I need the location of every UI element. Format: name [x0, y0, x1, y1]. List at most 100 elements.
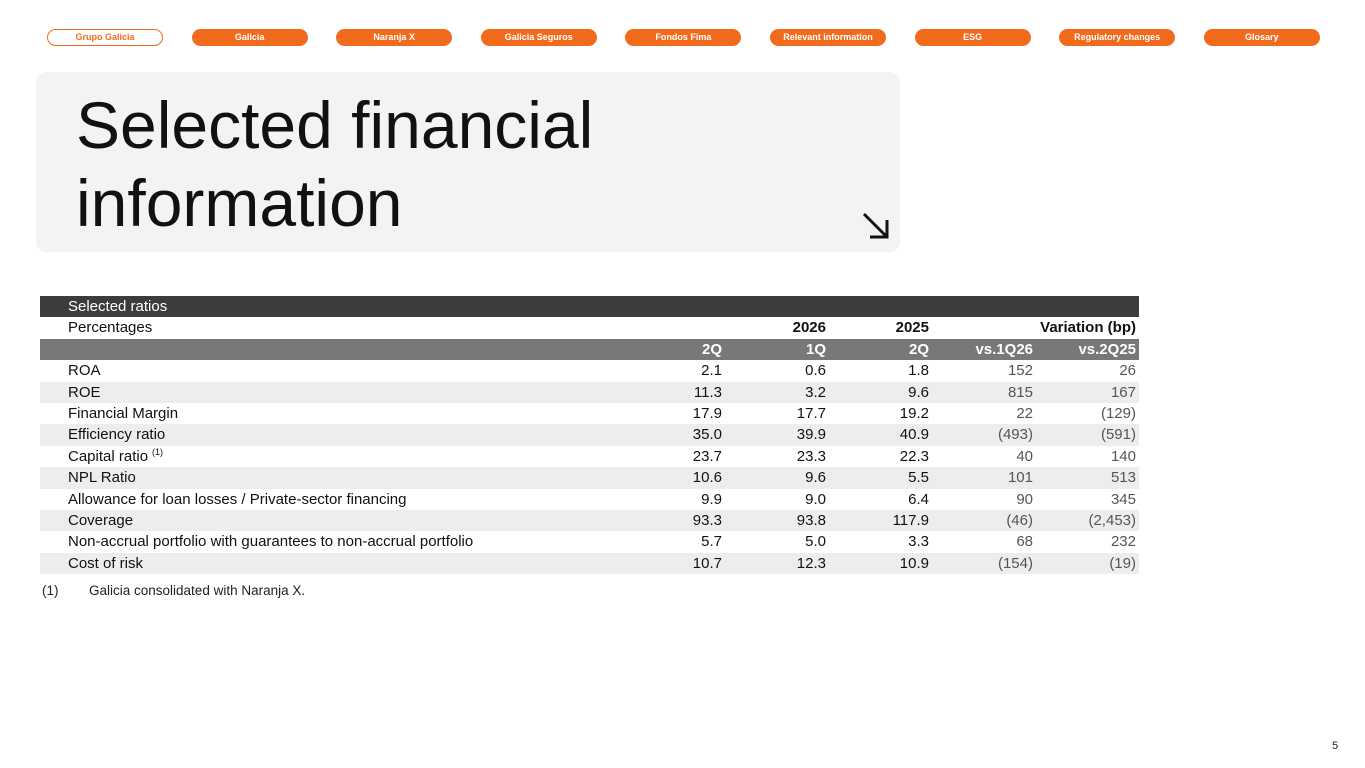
variation-header: Variation (bp): [1040, 319, 1136, 337]
table-value: 10.9: [899, 554, 929, 572]
table-value: 19.2: [899, 405, 929, 422]
column-header: vs.2Q25: [1078, 340, 1136, 358]
row-label: NPL Ratio: [68, 469, 136, 487]
table-value: 5.0: [805, 533, 826, 551]
row-label: Capital ratio (1): [68, 446, 164, 465]
table-value: 17.9: [692, 405, 722, 422]
table-row: Coverage 93.3 93.8 117.9 (46) (2,453): [40, 510, 1139, 532]
table-value: 6.4: [908, 490, 929, 508]
column-header: 2Q: [701, 340, 722, 358]
table-value: 40: [1016, 447, 1033, 465]
row-label: ROA: [68, 362, 101, 380]
table-value: 345: [1110, 490, 1136, 508]
table-value: 22: [1016, 405, 1033, 422]
table-value: 9.6: [805, 469, 826, 487]
table-value: 90: [1016, 490, 1033, 508]
table-value: 93.3: [692, 512, 722, 529]
table-value: 11.3: [693, 383, 722, 401]
table-title-row: Selected ratios: [40, 296, 1139, 318]
table-value: 10.7: [692, 554, 722, 572]
year-header: 2026: [792, 319, 826, 337]
table-title: Selected ratios: [68, 298, 168, 315]
table-value: 35.0: [692, 426, 722, 444]
table-value: 513: [1110, 469, 1136, 487]
column-header-row: 2Q 1Q 2Q vs.1Q26 vs.2Q25: [40, 338, 1139, 361]
row-label: ROE: [68, 383, 101, 401]
table-value: 815: [1007, 383, 1033, 401]
table-value: 93.8: [796, 512, 826, 529]
nav-tab[interactable]: Galicia Seguros: [480, 29, 597, 46]
table-row: NPL Ratio 10.6 9.6 5.5 101 513: [40, 467, 1139, 489]
page-number: 5: [1332, 740, 1339, 752]
table-value: 2.1: [701, 362, 722, 380]
table-value: (129): [1100, 405, 1136, 422]
table-value: 3.3: [908, 533, 929, 551]
row-label: Cost of risk: [68, 554, 144, 572]
row-note: (1): [152, 446, 164, 457]
table-value: (591): [1100, 426, 1136, 444]
table-value: 22.3: [899, 447, 929, 465]
column-header: 2Q: [908, 340, 929, 358]
column-header: 1Q: [805, 340, 826, 358]
nav-tab[interactable]: Glosary: [1203, 29, 1320, 46]
arrow-icon: [862, 212, 889, 239]
table-value: (19): [1109, 554, 1136, 572]
table-value: 0.6: [805, 362, 826, 380]
nav-tab[interactable]: Relevant information: [770, 29, 886, 46]
table-row: Allowance for loan losses / Private-sect…: [40, 489, 1139, 510]
table-value: 9.6: [908, 383, 929, 401]
row-label: Financial Margin: [68, 405, 179, 422]
nav-tab[interactable]: Naranja X: [336, 29, 453, 46]
row-label: Allowance for loan losses / Private-sect…: [68, 490, 407, 508]
table-row: ROE 11.3 3.2 9.6 815 167: [40, 381, 1139, 403]
table-value: 23.3: [796, 447, 826, 465]
table-value: 5.7: [701, 533, 722, 551]
footnote-text: Galicia consolidated with Naranja X.: [89, 583, 306, 598]
table-value: (154): [997, 554, 1033, 572]
nav-tab[interactable]: Grupo Galicia: [47, 29, 163, 46]
table-value: 140: [1110, 447, 1136, 465]
row-label: Coverage: [68, 512, 134, 529]
table-value: (46): [1006, 512, 1033, 529]
table-row: Efficiency ratio 35.0 39.9 40.9 (493) (591): [40, 424, 1139, 446]
unit-label: Percentages: [68, 319, 153, 337]
table-value: 39.9: [796, 426, 826, 444]
footnote-marker: (1): [42, 583, 59, 598]
table-value: 1.8: [908, 362, 929, 380]
table-row: Financial Margin 17.9 17.7 19.2 22 (129): [40, 403, 1139, 424]
title: Selected financial information: [76, 86, 593, 242]
title-line: Selected financial: [76, 88, 594, 162]
year-header: 2025: [895, 319, 929, 337]
table-value: 26: [1119, 362, 1136, 380]
row-label: Efficiency ratio: [68, 426, 166, 444]
title-box: Selected financial information: [36, 72, 900, 252]
nav-tab[interactable]: Fondos Fima: [625, 29, 742, 46]
year-header-row: Percentages 2026 2025 Variation (bp): [40, 317, 1139, 338]
table-value: 9.0: [805, 490, 826, 508]
nav-tab[interactable]: ESG: [914, 29, 1031, 46]
table-value: 68: [1016, 533, 1033, 551]
table-value: (493): [997, 426, 1033, 444]
table-value: 5.5: [908, 469, 929, 487]
row-label: Non-accrual portfolio with guarantees to…: [68, 533, 474, 551]
table-value: 23.7: [692, 447, 722, 465]
table-value: 40.9: [899, 426, 929, 444]
table-value: 117.9: [892, 512, 929, 529]
table-value: 232: [1110, 533, 1136, 551]
table-row: Non-accrual portfolio with guarantees to…: [40, 531, 1139, 552]
nav-tab[interactable]: Galicia: [191, 29, 308, 46]
title-line: information: [76, 166, 403, 240]
table-row: ROA 2.1 0.6 1.8 152 26: [40, 360, 1139, 381]
table-row: Capital ratio (1) 23.7 23.3 22.3 40 140: [40, 446, 1139, 467]
table-value: 101: [1007, 469, 1033, 487]
table-value: 9.9: [701, 490, 722, 508]
table-row: Cost of risk 10.7 12.3 10.9 (154) (19): [40, 552, 1139, 575]
table-value: 17.7: [796, 405, 826, 422]
table-value: 167: [1110, 383, 1136, 401]
column-header: vs.1Q26: [975, 340, 1033, 358]
table-value: 3.2: [805, 383, 826, 401]
table-value: 152: [1007, 362, 1033, 380]
table-value: 10.6: [692, 469, 722, 487]
nav-tab[interactable]: Regulatory changes: [1059, 29, 1176, 46]
